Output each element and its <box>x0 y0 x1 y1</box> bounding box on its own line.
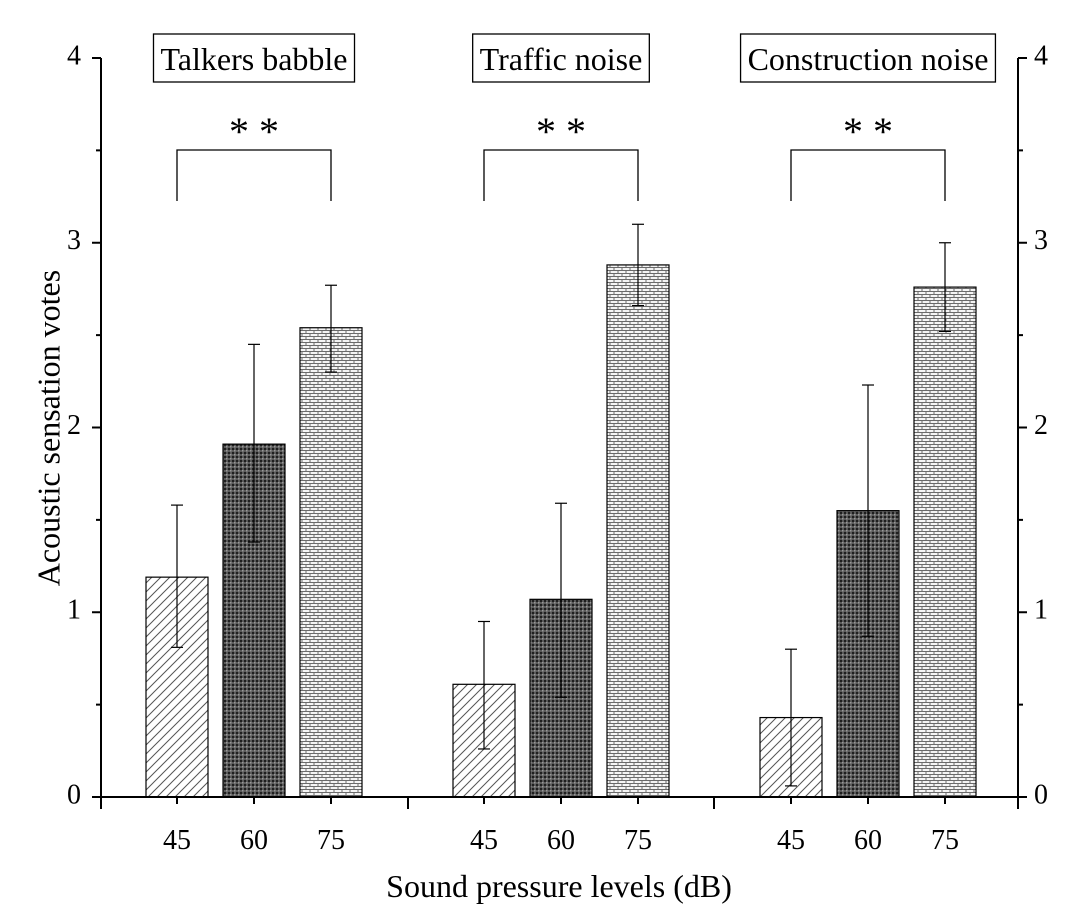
y-tick-label-right-3: 3 <box>1034 225 1048 256</box>
bar-0-75 <box>299 327 363 798</box>
x-axis-title: Sound pressure levels (dB) <box>386 868 732 904</box>
bracket-0 <box>176 149 332 201</box>
x-tick-label-1-75: 75 <box>624 825 652 856</box>
x-tick-label-1-60: 60 <box>547 825 575 856</box>
significance-brackets: * * * * * * <box>176 109 946 201</box>
x-tick-label-0-45: 45 <box>163 825 191 856</box>
y-tick-label-left-2: 2 <box>67 410 81 441</box>
y-tick-label-right-1: 1 <box>1034 595 1048 626</box>
group-titles: Talkers babble Traffic noise Construction … <box>152 33 997 83</box>
x-tick-label-1-45: 45 <box>470 825 498 856</box>
group-title-box-1 <box>472 33 650 83</box>
y-tick-label-left-1: 1 <box>67 595 81 626</box>
x-tick-label-2-60: 60 <box>854 825 882 856</box>
group-title-box-0 <box>152 33 356 83</box>
bar-1-75 <box>606 264 670 798</box>
y-tick-label-right-0: 0 <box>1034 779 1048 810</box>
bracket-2 <box>790 149 946 201</box>
significance-label-1: * * <box>536 109 586 154</box>
x-tick-label-2-75: 75 <box>931 825 959 856</box>
x-ticks: 45 60 75 45 60 75 45 60 75 <box>100 797 1019 856</box>
bracket-1 <box>483 149 639 201</box>
group-title-2: Construction noise <box>748 41 989 77</box>
bars <box>145 264 977 798</box>
group-title-box-2 <box>739 33 997 83</box>
group-title-0: Talkers babble <box>160 41 347 77</box>
y-tick-label-right-4: 4 <box>1034 40 1048 71</box>
significance-label-0: * * <box>229 109 279 154</box>
group-title-1: Traffic noise <box>480 41 643 77</box>
y-axis-title: Acoustic sensation votes <box>30 270 66 586</box>
error-bars <box>171 223 951 787</box>
x-tick-label-2-45: 45 <box>777 825 805 856</box>
y-tick-label-left-3: 3 <box>67 225 81 256</box>
significance-label-2: * * <box>843 109 893 154</box>
y-ticks: 0 0 1 1 2 2 3 3 4 4 <box>67 40 1048 810</box>
y-tick-label-left-4: 4 <box>67 40 81 71</box>
x-tick-label-0-75: 75 <box>317 825 345 856</box>
y-tick-label-right-2: 2 <box>1034 410 1048 441</box>
bar-2-75 <box>913 286 977 798</box>
y-tick-label-left-0: 0 <box>67 779 81 810</box>
x-tick-label-0-60: 60 <box>240 825 268 856</box>
